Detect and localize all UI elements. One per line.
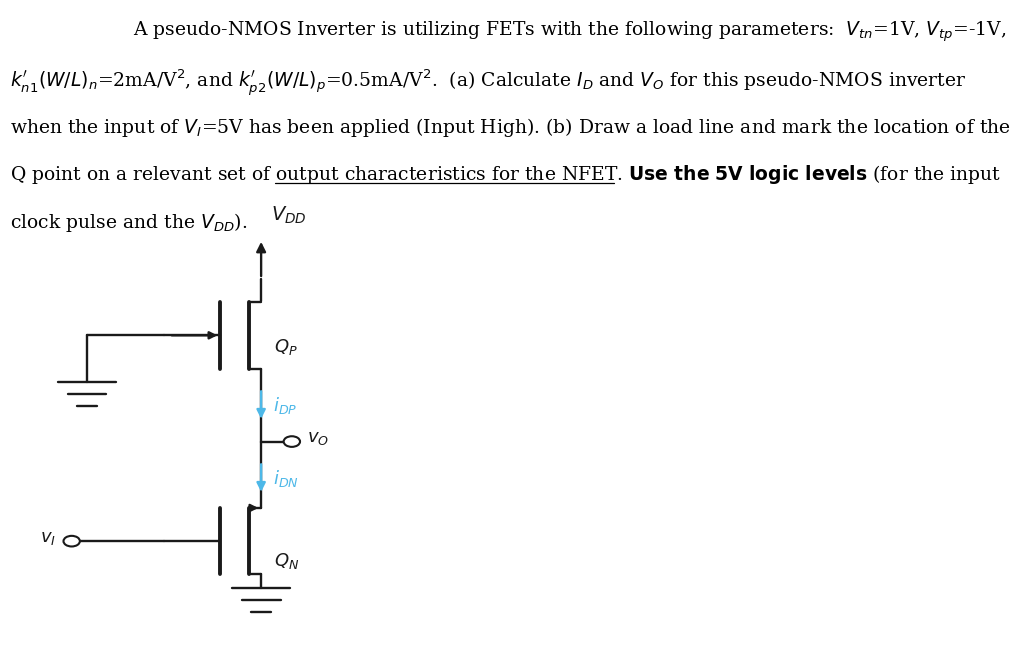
Text: $V_{DD}$: $V_{DD}$ (271, 205, 307, 226)
Text: $i_{DN}$: $i_{DN}$ (273, 467, 299, 489)
Circle shape (284, 436, 300, 447)
Text: $v_I$: $v_I$ (40, 529, 56, 547)
Text: $v_O$: $v_O$ (307, 429, 330, 448)
Text: Q point on a relevant set of: Q point on a relevant set of (10, 163, 274, 181)
Text: A pseudo-NMOS Inverter is utilizing FETs with the following parameters:  $V_{tn}: A pseudo-NMOS Inverter is utilizing FETs… (133, 20, 1007, 44)
Text: $i_{DP}$: $i_{DP}$ (273, 394, 298, 416)
Text: $Q_N$: $Q_N$ (274, 551, 300, 571)
Circle shape (63, 536, 80, 546)
Text: $k_{n1}'(W/L)_n$=2mA/V$^2$, and $k_{p2}'(W/L)_p$=0.5mA/V$^2$.  (a) Calculate $I_: $k_{n1}'(W/L)_n$=2mA/V$^2$, and $k_{p2}'… (10, 68, 967, 98)
Text: when the input of $V_I$=5V has been applied (Input High). (b) Draw a load line a: when the input of $V_I$=5V has been appl… (10, 116, 1011, 139)
Text: Q: Q (10, 163, 26, 181)
Text: Q point on a relevant set of output characteristics for the NFET. $\mathbf{Use\ : Q point on a relevant set of output char… (10, 163, 1001, 187)
Text: clock pulse and the $V_{DD}$).: clock pulse and the $V_{DD}$). (10, 211, 248, 234)
Text: $Q_P$: $Q_P$ (274, 337, 298, 357)
